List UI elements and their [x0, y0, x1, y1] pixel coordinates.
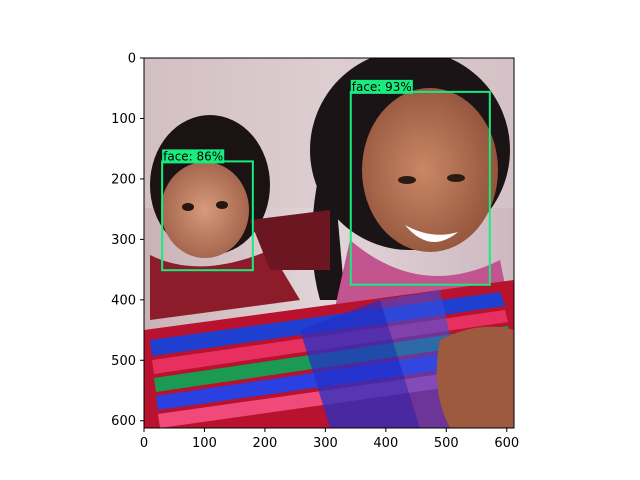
x-axis-ticks: 0 100 200 300 400 500 600 — [140, 428, 519, 451]
y-tick-label: 300 — [111, 233, 136, 248]
x-tick-label: 400 — [373, 436, 398, 451]
y-tick-label: 0 — [128, 52, 136, 67]
face-bounding-box — [349, 90, 491, 286]
detection-label: face: 86% — [163, 149, 223, 163]
detection-label: face: 93% — [352, 80, 412, 94]
y-tick-label: 400 — [111, 293, 136, 308]
y-tick-label: 200 — [111, 172, 136, 187]
detection-label-background — [162, 149, 225, 164]
x-tick-label: 300 — [313, 436, 338, 451]
y-axis-ticks: 0 100 200 300 400 500 600 — [111, 52, 144, 429]
y-tick-label: 500 — [111, 354, 136, 369]
x-tick-label: 600 — [494, 436, 519, 451]
detection-boxes: face: 93% face: 86% — [161, 79, 491, 286]
x-tick-label: 100 — [192, 436, 217, 451]
photo — [144, 58, 514, 428]
y-tick-label: 600 — [111, 414, 136, 429]
x-tick-label: 200 — [253, 436, 278, 451]
y-tick-label: 100 — [111, 112, 136, 127]
x-tick-label: 0 — [140, 436, 148, 451]
detection-label-background — [350, 79, 413, 94]
axes-frame — [143, 57, 515, 429]
x-tick-label: 500 — [434, 436, 459, 451]
